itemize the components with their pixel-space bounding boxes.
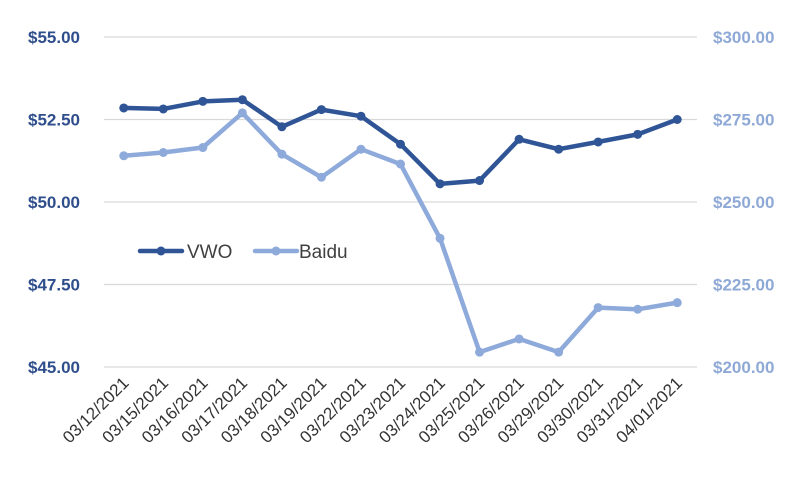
data-point-vwo: [554, 144, 564, 154]
data-point-baidu: [198, 143, 208, 153]
data-point-vwo: [633, 129, 643, 139]
data-point-vwo: [475, 176, 485, 186]
legend-marker-baidu: [271, 246, 281, 256]
left-axis-tick-label: $55.00: [28, 28, 80, 47]
data-point-vwo: [593, 137, 603, 147]
data-point-vwo: [435, 179, 445, 189]
data-point-baidu: [396, 159, 405, 169]
data-point-baidu: [554, 347, 564, 357]
left-axis-ticks: $55.00 $52.50 $50.00 $47.50 $45.00: [28, 28, 80, 377]
right-axis-tick-label: $200.00: [713, 358, 774, 377]
data-point-vwo: [514, 134, 524, 144]
data-point-vwo: [396, 139, 405, 149]
data-point-baidu: [435, 233, 445, 243]
data-point-baidu: [514, 334, 524, 344]
right-axis-tick-label: $300.00: [713, 28, 774, 47]
data-point-baidu: [119, 151, 129, 161]
data-point-vwo: [356, 111, 366, 121]
right-axis-ticks: $300.00 $275.00 $250.00 $225.00 $200.00: [713, 28, 774, 377]
data-point-vwo: [158, 104, 168, 114]
left-axis-tick-label: $52.50: [28, 111, 80, 130]
data-point-baidu: [356, 144, 366, 154]
left-axis-tick-label: $50.00: [28, 193, 80, 212]
data-point-baidu: [672, 298, 682, 308]
right-axis-tick-label: $250.00: [713, 193, 774, 212]
legend: VWO Baidu: [137, 242, 348, 263]
data-point-vwo: [672, 115, 682, 124]
legend-label-baidu: Baidu: [299, 242, 348, 263]
data-point-baidu: [316, 172, 326, 182]
left-axis-tick-label: $45.00: [28, 358, 80, 377]
x-axis-ticks: 03/12/202103/15/202103/16/202103/17/2021…: [59, 373, 686, 447]
data-point-vwo: [316, 105, 326, 115]
legend-label-vwo: VWO: [187, 242, 232, 263]
data-point-baidu: [475, 347, 485, 357]
data-point-baidu: [593, 303, 603, 313]
data-point-baidu: [158, 148, 168, 157]
data-point-baidu: [237, 108, 247, 118]
right-axis-tick-label: $275.00: [713, 111, 774, 130]
gridlines: [104, 36, 697, 368]
data-point-vwo: [198, 96, 208, 106]
left-axis-tick-label: $47.50: [28, 276, 80, 295]
data-point-vwo: [119, 103, 129, 113]
data-point-baidu: [633, 304, 643, 314]
data-point-vwo: [237, 95, 247, 105]
legend-marker-vwo: [156, 246, 166, 256]
data-point-baidu: [277, 149, 287, 159]
data-point-vwo: [277, 122, 287, 132]
series-layer: [119, 95, 682, 357]
right-axis-tick-label: $225.00: [713, 276, 774, 295]
